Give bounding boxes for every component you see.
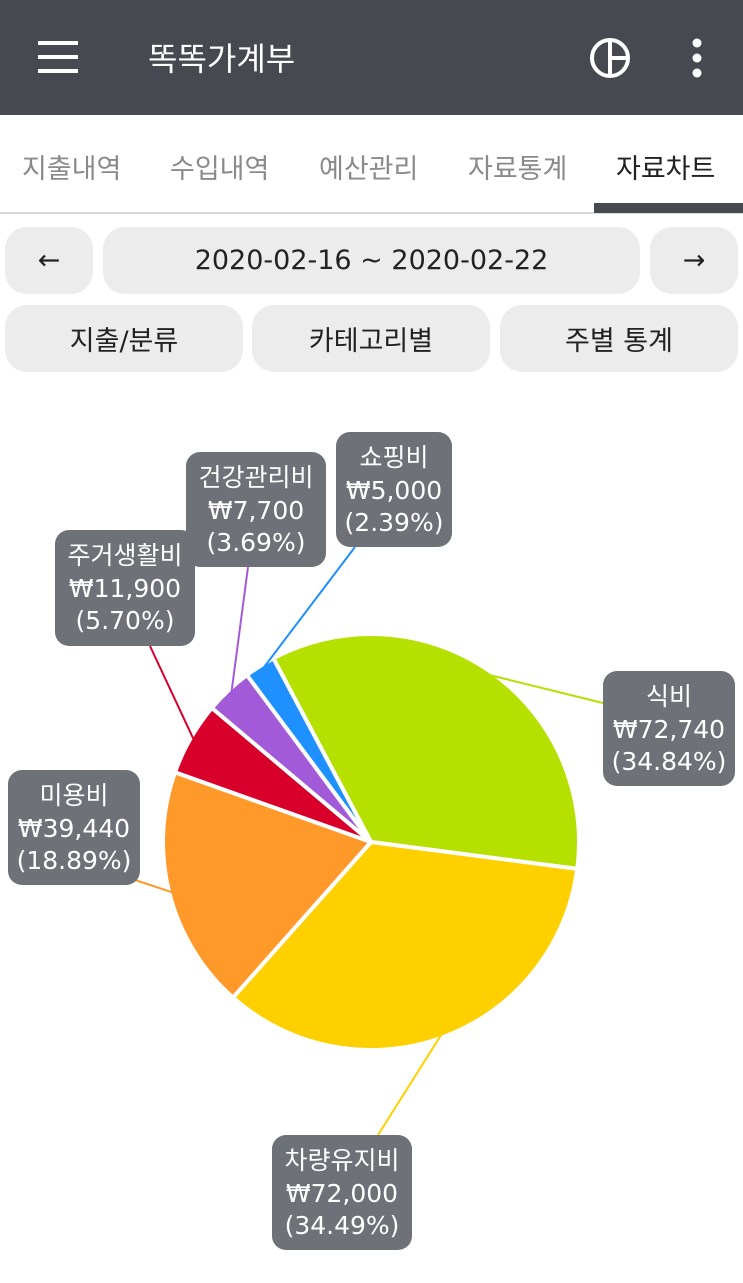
leader-line <box>377 1032 444 1136</box>
callout-box <box>336 432 452 547</box>
callout-box <box>8 770 140 885</box>
tab-active[interactable]: 자료차트 <box>616 154 716 185</box>
callout-category: 식비 <box>646 682 692 711</box>
leader-line <box>230 566 249 694</box>
callout-box <box>55 530 195 646</box>
pie-slice <box>161 769 375 1001</box>
callout-category: 차량유지비 <box>284 1146 399 1175</box>
callout-category: 주거생활비 <box>67 541 182 570</box>
view-button[interactable]: 카테고리별 <box>252 305 490 372</box>
prev-button[interactable]: ← <box>5 227 93 294</box>
pie-slice <box>244 655 373 844</box>
leader-line <box>149 645 196 741</box>
callout-percent: (3.69%) <box>207 528 306 557</box>
callout-value: ₩39,440 <box>18 814 130 843</box>
tab-bar: 지출내역 수입내역 예산관리 자료통계 자료차트 <box>0 115 743 214</box>
callout-value: ₩5,000 <box>346 476 442 505</box>
app-title: 똑똑가계부 <box>148 40 296 78</box>
callout-percent: (18.89%) <box>17 846 132 875</box>
callout-box <box>186 452 326 567</box>
view-button[interactable]: 주별 통계 <box>500 305 738 372</box>
date-range[interactable]: 2020-02-16 ~ 2020-02-22 <box>103 227 640 294</box>
tab[interactable]: 자료통계 <box>468 154 568 185</box>
next-button[interactable]: → <box>650 227 738 294</box>
callout-value: ₩11,900 <box>69 574 181 603</box>
pie-slice <box>270 632 581 872</box>
callout-percent: (34.84%) <box>612 747 727 776</box>
callout-value: ₩72,000 <box>286 1179 398 1208</box>
menu-icon[interactable] <box>0 0 80 115</box>
tab-indicator <box>594 203 743 213</box>
callout-category: 건강관리비 <box>198 463 313 492</box>
view-button[interactable]: 지출/분류 <box>5 305 243 372</box>
tab[interactable]: 지출내역 <box>22 154 122 185</box>
tab[interactable]: 예산관리 <box>319 154 419 185</box>
tab[interactable]: 수입내역 <box>170 154 270 185</box>
callout-category: 쇼핑비 <box>359 443 428 472</box>
leader-line <box>134 879 174 894</box>
callout-category: 미용비 <box>39 781 108 810</box>
callout-value: ₩7,700 <box>208 496 304 525</box>
callout-value: ₩72,740 <box>613 715 725 744</box>
app-bar: 똑똑가계부 <box>0 0 743 115</box>
pie-slice <box>230 839 580 1052</box>
leader-line <box>486 673 604 704</box>
leader-line <box>261 546 356 671</box>
callout-box <box>272 1135 412 1250</box>
callout-percent: (34.49%) <box>285 1211 400 1240</box>
callout-box <box>603 671 735 786</box>
callout-percent: (5.70%) <box>76 606 175 635</box>
callout-percent: (2.39%) <box>345 508 444 537</box>
